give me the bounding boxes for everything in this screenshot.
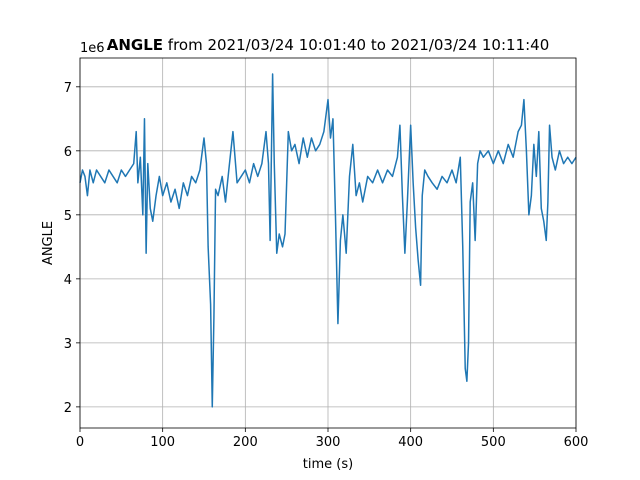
y-tick-label: 3 bbox=[64, 337, 72, 352]
y-tick-label: 7 bbox=[64, 81, 72, 96]
x-tick-label: 600 bbox=[564, 435, 589, 450]
title-rest: from 2021/03/24 10:01:40 to 2021/03/24 1… bbox=[168, 36, 549, 54]
title-bold: ANGLE bbox=[107, 36, 163, 54]
y-tick-label: 2 bbox=[64, 401, 72, 416]
data-line bbox=[79, 73, 577, 408]
x-tick-label: 200 bbox=[233, 435, 258, 450]
chart-title: ANGLE from 2021/03/24 10:01:40 to 2021/0… bbox=[107, 36, 550, 54]
x-tick-label: 500 bbox=[481, 435, 506, 450]
x-tick-label: 0 bbox=[76, 435, 84, 450]
x-tick-label: 100 bbox=[150, 435, 175, 450]
y-tick-label: 6 bbox=[64, 145, 72, 160]
axes-frame bbox=[79, 57, 577, 429]
y-axis-label: ANGLE bbox=[41, 221, 56, 265]
y-tick-label: 4 bbox=[64, 273, 72, 288]
x-tick-label: 400 bbox=[398, 435, 423, 450]
x-tick-label: 300 bbox=[316, 435, 341, 450]
y-tick-label: 5 bbox=[64, 209, 72, 224]
offset-text: 1e6 bbox=[80, 41, 105, 56]
x-axis-label: time (s) bbox=[303, 457, 353, 472]
